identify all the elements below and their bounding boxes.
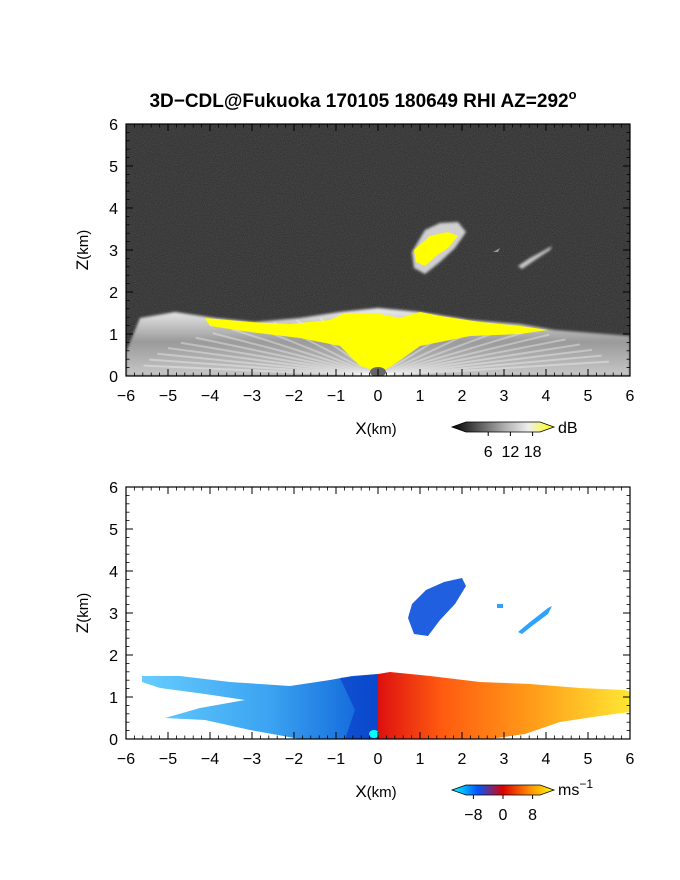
y-tick-label: 3 [109, 243, 118, 260]
y-tick-label: 1 [109, 690, 118, 707]
x-tick-label: −6 [117, 388, 135, 405]
velocity-west-flow [142, 674, 378, 739]
reflectivity-colorbar-bar [450, 421, 556, 433]
velocity-ylabel: Z(km) [73, 593, 92, 633]
velocity-colorbar-ticks: −8 0 8 [464, 795, 537, 824]
x-tick-label: −5 [159, 751, 177, 768]
echo-ray [377, 354, 602, 376]
velocity-speck [497, 604, 503, 608]
colorbar-tick-label: 18 [524, 444, 542, 461]
reflectivity-plot-area [126, 124, 630, 376]
echo-ray [143, 364, 379, 376]
velocity-panel: −6 −5 −4 −3 −2 −1 0 1 2 3 4 5 6 0 1 2 3 4 5 6 Z(km) X(km) −… [73, 480, 635, 824]
x-tick-label: −2 [285, 751, 303, 768]
echo-ray [167, 347, 379, 376]
y-tick-label: 2 [109, 285, 118, 302]
velocity-ticks: −6 −5 −4 −3 −2 −1 0 1 2 3 4 5 6 0 1 2 3 4 5 6 [109, 480, 634, 768]
y-tick-label: 3 [109, 606, 118, 623]
x-tick-label: 1 [416, 751, 425, 768]
velocity-colorbar-unit: ms−1 [558, 777, 593, 799]
echo-ray [377, 343, 580, 376]
y-tick-label: 2 [109, 648, 118, 665]
y-tick-label: 4 [109, 564, 118, 581]
echo-ray [180, 341, 379, 376]
velocity-east-flow [378, 672, 630, 739]
x-tick-label: −6 [117, 751, 135, 768]
velocity-colorbar: −8 0 8 ms−1 [450, 777, 593, 824]
colorbar-tick-label: 8 [528, 807, 537, 824]
reflectivity-colorbar-ticks: 6 12 18 [484, 432, 542, 461]
y-tick-label: 5 [109, 522, 118, 539]
echo-ray [149, 358, 379, 376]
echo-ray [377, 348, 593, 376]
reflectivity-colorbar-unit: dB [558, 420, 578, 437]
weak-echo-streak-2 [493, 248, 500, 252]
reflectivity-ticks: −6 −5 −4 −3 −2 −1 0 1 2 3 4 5 6 0 1 2 3 4 5 6 [109, 117, 634, 405]
colorbar-tick-label: 12 [502, 444, 520, 461]
x-tick-label: 2 [458, 751, 467, 768]
x-tick-label: −3 [243, 388, 261, 405]
echo-ray [231, 328, 379, 376]
svg-text:Z(km): Z(km) [73, 230, 92, 270]
x-tick-label: 6 [626, 751, 635, 768]
reflectivity-ylabel: Z(km) [73, 230, 92, 270]
velocity-colorbar-bar [450, 784, 556, 796]
x-tick-label: −2 [285, 388, 303, 405]
y-tick-label: 1 [109, 327, 118, 344]
x-tick-label: 3 [500, 388, 509, 405]
svg-text:Z(km): Z(km) [73, 593, 92, 633]
x-tick-label: −4 [201, 388, 219, 405]
colorbar-tick-label: −8 [464, 807, 482, 824]
echo-ray [377, 329, 532, 376]
velocity-unit-exponent: −1 [579, 777, 593, 791]
figure-title: 3D−CDL@Fukuoka 170105 180649 RHI AZ=292o [149, 87, 576, 112]
strong-echo-band [205, 312, 548, 372]
x-tick-label: 4 [542, 751, 551, 768]
x-tick-label: 5 [584, 388, 593, 405]
reflectivity-colorbar: 6 12 18 dB [450, 420, 578, 461]
echo-ray [377, 338, 566, 376]
y-tick-label: 5 [109, 159, 118, 176]
colorbar-tick-label: 0 [499, 807, 508, 824]
x-tick-label: −1 [327, 751, 345, 768]
reflectivity-xlabel: X(km) [355, 419, 396, 438]
x-tick-label: −3 [243, 751, 261, 768]
x-tick-label: −1 [327, 388, 345, 405]
x-tick-label: −5 [159, 388, 177, 405]
echo-ray [195, 336, 379, 376]
x-tick-label: 3 [500, 751, 509, 768]
x-tick-label: 0 [374, 388, 383, 405]
y-tick-label: 0 [109, 369, 118, 386]
x-tick-label: 1 [416, 388, 425, 405]
velocity-plot-area [126, 487, 630, 739]
velocity-west-core [340, 674, 378, 739]
velocity-thin-streak [518, 606, 552, 634]
title-degree-superscript: o [569, 87, 577, 102]
weak-echo-streak [518, 246, 552, 269]
velocity-elevated-layer [408, 578, 466, 636]
y-tick-label: 4 [109, 201, 118, 218]
echo-ray [157, 352, 379, 376]
x-tick-label: 5 [584, 751, 593, 768]
elevated-echo-core [414, 232, 458, 266]
y-tick-label: 6 [109, 480, 118, 497]
x-tick-label: −4 [201, 751, 219, 768]
x-tick-label: 2 [458, 388, 467, 405]
x-tick-label: 4 [542, 388, 551, 405]
x-tick-label: 6 [626, 388, 635, 405]
x-tick-label: 0 [374, 751, 383, 768]
echo-ray [377, 333, 550, 376]
velocity-radar-spot [369, 730, 379, 738]
velocity-xlabel: X(km) [355, 782, 396, 801]
echo-ray [377, 360, 609, 376]
y-tick-label: 6 [109, 117, 118, 134]
colorbar-tick-label: 6 [484, 444, 493, 461]
echo-ray [212, 332, 379, 376]
y-tick-label: 0 [109, 732, 118, 749]
